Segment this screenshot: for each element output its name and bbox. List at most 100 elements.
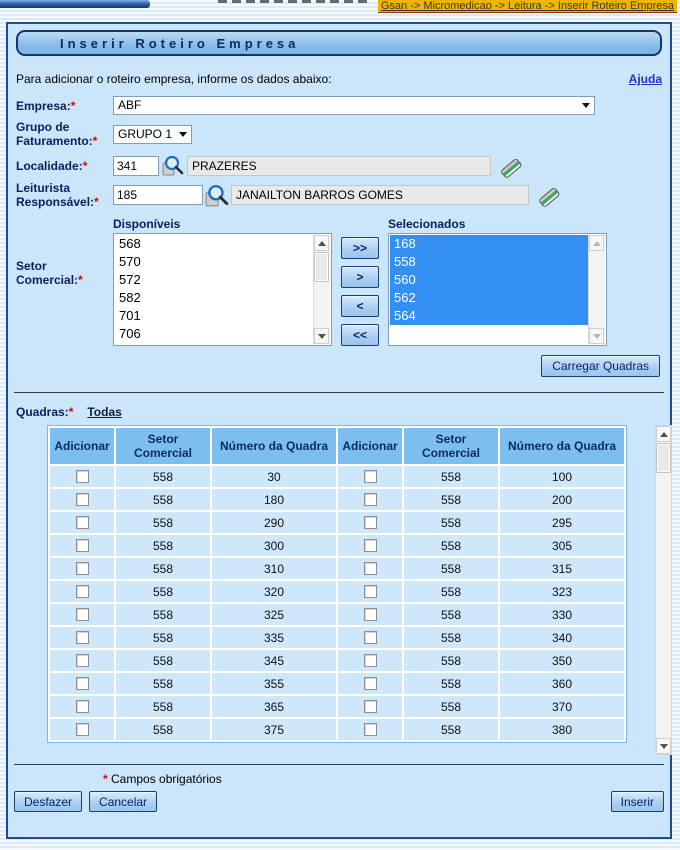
scroll-down-icon[interactable]	[314, 328, 329, 344]
quadra-checkbox[interactable]	[363, 631, 377, 644]
localidade-clear-button[interactable]	[499, 155, 523, 178]
localidade-search-button[interactable]	[161, 155, 185, 177]
localidade-code-input[interactable]	[113, 156, 159, 176]
disponiveis-scrollbar[interactable]	[313, 235, 330, 344]
move-all-right-button[interactable]: >>	[341, 237, 379, 259]
scroll-down-icon[interactable]	[589, 328, 604, 344]
table-cell: 325	[212, 604, 336, 625]
move-right-button[interactable]: >	[341, 266, 379, 288]
quadra-checkbox[interactable]	[75, 654, 89, 667]
quadra-checkbox[interactable]	[363, 470, 377, 483]
table-cell: 558	[116, 650, 210, 671]
table-cell: 300	[212, 535, 336, 556]
adicionar-cell	[338, 696, 402, 717]
empresa-select[interactable]: ABF	[113, 96, 595, 115]
list-item[interactable]: 568	[119, 236, 141, 251]
quadras-table-scrollbar[interactable]	[655, 425, 672, 755]
move-all-left-button[interactable]: <<	[341, 324, 379, 346]
quadra-checkbox[interactable]	[363, 677, 377, 690]
selecionados-scrollbar[interactable]	[588, 235, 605, 344]
quadras-table: Adicionar Setor Comercial Número da Quadra…	[47, 425, 627, 743]
quadra-checkbox[interactable]	[75, 562, 89, 575]
magnifier-icon	[162, 155, 184, 176]
table-cell: 558	[404, 627, 498, 648]
move-left-button[interactable]: <	[341, 295, 379, 317]
disponiveis-listbox[interactable]: 568 570 572 582 701 706	[113, 233, 332, 346]
cancelar-button[interactable]: Cancelar	[89, 791, 158, 812]
quadra-checkbox[interactable]	[75, 539, 89, 552]
column-header: Setor Comercial	[404, 428, 498, 464]
quadra-checkbox[interactable]	[363, 608, 377, 621]
table-row: 558 325 558 330	[50, 604, 624, 625]
scroll-thumb[interactable]	[314, 252, 329, 282]
inserir-button[interactable]: Inserir	[610, 791, 664, 812]
carregar-quadras-button[interactable]: Carregar Quadras	[541, 355, 660, 377]
table-cell: 380	[500, 719, 624, 740]
list-item[interactable]: 570	[119, 254, 141, 269]
help-link[interactable]: Ajuda	[628, 72, 662, 86]
form-panel: Inserir Roteiro Empresa Para adicionar o…	[6, 22, 672, 839]
empresa-selected-value: ABF	[118, 98, 142, 112]
quadra-checkbox[interactable]	[363, 539, 377, 552]
table-cell: 375	[212, 719, 336, 740]
quadra-checkbox[interactable]	[363, 516, 377, 529]
leiturista-code-input[interactable]	[113, 185, 203, 205]
desfazer-button[interactable]: Desfazer	[14, 791, 83, 812]
list-item[interactable]: 562	[390, 289, 589, 307]
quadra-checkbox[interactable]	[363, 493, 377, 506]
quadra-checkbox[interactable]	[75, 631, 89, 644]
list-item[interactable]: 558	[390, 253, 589, 271]
quadra-checkbox[interactable]	[363, 654, 377, 667]
disponiveis-label: Disponíveis	[113, 217, 181, 231]
quadras-todas-link[interactable]: Todas	[87, 405, 122, 419]
quadra-checkbox[interactable]	[363, 723, 377, 736]
adicionar-cell	[338, 558, 402, 579]
scroll-up-icon[interactable]	[656, 426, 671, 442]
grupo-faturamento-select[interactable]: GRUPO 1	[113, 124, 192, 144]
table-cell: 295	[500, 512, 624, 533]
scroll-up-icon[interactable]	[589, 235, 604, 251]
table-cell: 558	[116, 535, 210, 556]
quadra-checkbox[interactable]	[363, 585, 377, 598]
quadra-checkbox[interactable]	[363, 700, 377, 713]
table-cell: 100	[500, 466, 624, 487]
adicionar-cell	[338, 581, 402, 602]
scroll-thumb[interactable]	[656, 443, 671, 473]
breadcrumb[interactable]: Gsan -> Micromedicao -> Leitura -> Inser…	[377, 0, 677, 13]
leiturista-label: Leiturista Responsável:*	[16, 181, 99, 209]
quadra-checkbox[interactable]	[75, 585, 89, 598]
eraser-icon	[501, 159, 522, 178]
quadra-checkbox[interactable]	[75, 608, 89, 621]
quadra-checkbox[interactable]	[75, 700, 89, 713]
list-item[interactable]: 564	[390, 307, 589, 325]
list-item[interactable]: 582	[119, 290, 141, 305]
leiturista-search-button[interactable]	[205, 184, 229, 207]
quadra-checkbox[interactable]	[75, 723, 89, 736]
quadra-checkbox[interactable]	[363, 562, 377, 575]
scroll-up-icon[interactable]	[314, 235, 329, 251]
required-fields-note: * Campos obrigatórios	[103, 772, 222, 786]
table-cell: 558	[404, 696, 498, 717]
selecionados-listbox[interactable]: 168 558 560 562 564	[388, 233, 607, 346]
quadra-checkbox[interactable]	[75, 677, 89, 690]
table-cell: 558	[116, 581, 210, 602]
list-item[interactable]: 168	[390, 235, 589, 253]
quadra-checkbox[interactable]	[75, 470, 89, 483]
list-item[interactable]: 572	[119, 272, 141, 287]
list-item[interactable]: 560	[390, 271, 589, 289]
leiturista-clear-button[interactable]	[537, 184, 561, 207]
quadra-checkbox[interactable]	[75, 516, 89, 529]
table-cell: 558	[404, 535, 498, 556]
intro-text: Para adicionar o roteiro empresa, inform…	[16, 72, 332, 86]
list-item[interactable]: 706	[119, 326, 141, 341]
list-item[interactable]: 701	[119, 308, 141, 323]
quadra-checkbox[interactable]	[75, 493, 89, 506]
adicionar-cell	[338, 512, 402, 533]
table-cell: 290	[212, 512, 336, 533]
table-cell: 558	[404, 604, 498, 625]
scroll-down-icon[interactable]	[656, 738, 671, 754]
table-row: 558 355 558 360	[50, 673, 624, 694]
table-cell: 335	[212, 627, 336, 648]
table-row: 558 300 558 305	[50, 535, 624, 556]
selecionados-items: 168 558 560 562 564	[390, 235, 589, 344]
